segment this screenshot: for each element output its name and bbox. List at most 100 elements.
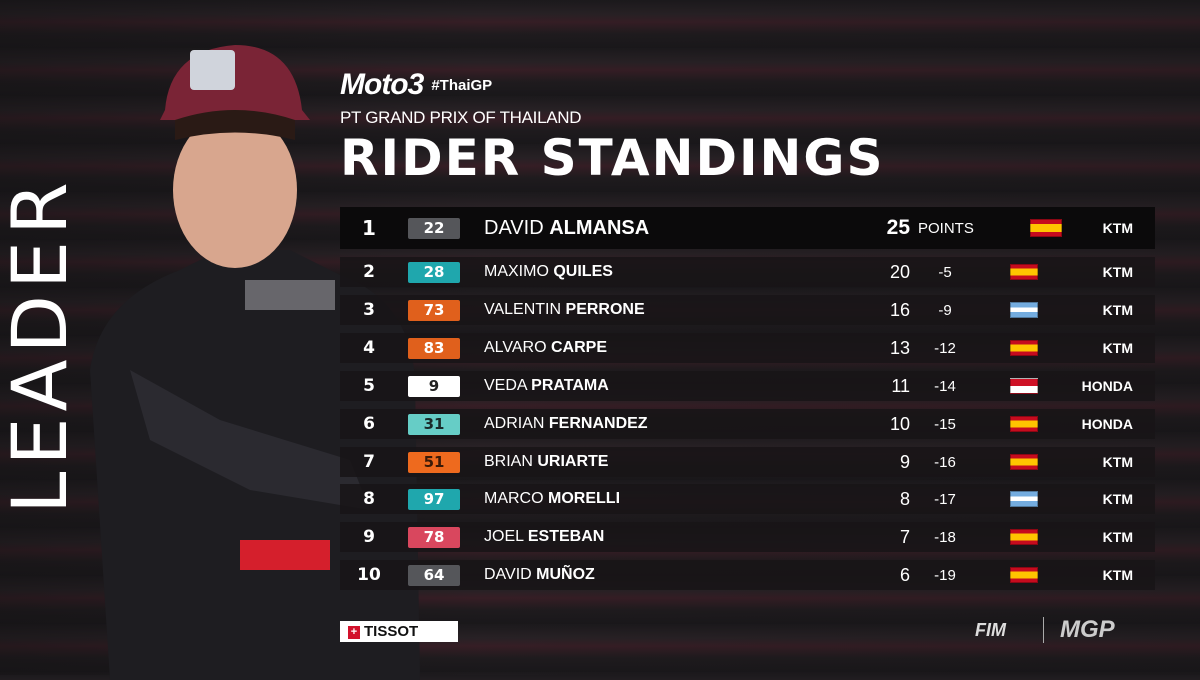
first-name: VEDA <box>484 377 527 394</box>
points-gap: -16 <box>934 453 956 471</box>
position: 3 <box>363 300 375 320</box>
team: HONDA <box>1081 416 1133 432</box>
team: KTM <box>1102 264 1133 280</box>
motogp-logo: MGP <box>1060 616 1115 643</box>
flag-icon <box>1010 529 1038 545</box>
team: KTM <box>1102 529 1133 545</box>
points-gap: -15 <box>934 415 956 433</box>
standings-row: 3 73 VALENTIN PERRONE 16 -9 KTM <box>340 295 1155 325</box>
rider-name: DAVID ALMANSA <box>484 217 814 240</box>
moto3-logo: Moto3 <box>340 68 424 101</box>
standings-row: 7 51 BRIAN URIARTE 9 -16 KTM <box>340 447 1155 477</box>
last-name: MORELLI <box>548 490 621 507</box>
rider-number-badge: 64 <box>408 564 460 586</box>
rider-number-badge: 22 <box>408 217 460 239</box>
points-gap: -19 <box>934 566 956 584</box>
last-name: QUILES <box>553 263 613 280</box>
points-gap: -17 <box>934 490 956 508</box>
team: KTM <box>1102 567 1133 583</box>
fim-logo: FIM <box>975 620 1006 640</box>
flag-icon <box>1010 378 1038 394</box>
points: 13 <box>889 337 910 358</box>
rider-number-badge: 78 <box>408 526 460 548</box>
points: 6 <box>899 564 910 585</box>
points-gap: -18 <box>934 528 956 546</box>
first-name: ALVARO <box>484 339 547 356</box>
flag-icon <box>1010 567 1038 583</box>
leader-label: LEADER <box>0 176 84 514</box>
rider-name: VEDA PRATAMA <box>484 377 814 395</box>
position: 6 <box>363 414 375 434</box>
points-gap: -9 <box>938 301 952 319</box>
flag-icon <box>1010 454 1038 470</box>
points-label: POINTS <box>918 219 974 237</box>
points: 25 <box>886 216 910 239</box>
last-name: PRATAMA <box>531 377 609 394</box>
standings-row: 6 31 ADRIAN FERNANDEZ 10 -15 HONDA <box>340 409 1155 439</box>
first-name: MAXIMO <box>484 263 549 280</box>
points: 20 <box>889 261 910 282</box>
last-name: ALMANSA <box>549 216 650 239</box>
hashtag: #ThaiGP <box>431 77 493 94</box>
points: 11 <box>891 375 910 396</box>
header: Moto3 #ThaiGP PT GRAND PRIX OF THAILAND R… <box>340 68 884 186</box>
flag-icon <box>1010 264 1038 280</box>
rider-number-badge: 9 <box>408 375 460 397</box>
standings-row: 2 28 MAXIMO QUILES 20 -5 KTM <box>340 257 1155 287</box>
sponsor-name: TISSOT <box>364 623 419 640</box>
first-name: BRIAN <box>484 453 533 470</box>
points-gap: -12 <box>934 339 956 357</box>
tissot-logo: + TISSOT <box>340 621 458 642</box>
rider-number-badge: 73 <box>408 299 460 321</box>
last-name: CARPE <box>551 339 608 356</box>
first-name: JOEL <box>484 528 524 545</box>
team: KTM <box>1102 340 1133 356</box>
rider-photo <box>90 45 420 680</box>
rider-number-badge: 28 <box>408 261 460 283</box>
last-name: ESTEBAN <box>527 528 605 545</box>
rider-name: MARCO MORELLI <box>484 490 814 508</box>
rider-number-badge: 51 <box>408 451 460 473</box>
divider <box>1043 617 1044 643</box>
rider-name: BRIAN URIARTE <box>484 453 814 471</box>
flag-icon <box>1010 416 1038 432</box>
team: KTM <box>1102 302 1133 318</box>
last-name: PERRONE <box>565 301 645 318</box>
standings-row: 4 83 ALVARO CARPE 13 -12 KTM <box>340 333 1155 363</box>
points-gap: -14 <box>934 377 956 395</box>
flag-icon <box>1010 491 1038 507</box>
position: 10 <box>357 565 381 585</box>
position: 2 <box>363 262 375 282</box>
points: 10 <box>889 413 910 434</box>
flag-icon <box>1010 340 1038 356</box>
position: 9 <box>363 527 375 547</box>
points: 16 <box>889 299 910 320</box>
last-name: FERNANDEZ <box>548 415 648 432</box>
standings-row: 10 64 DAVID MUÑOZ 6 -19 KTM <box>340 560 1155 590</box>
rider-name: ALVARO CARPE <box>484 339 814 357</box>
rider-number-badge: 97 <box>408 488 460 510</box>
first-name: ADRIAN <box>484 415 545 432</box>
standings-row-leader: 1 22 DAVID ALMANSA 25 POINTS KTM <box>340 207 1155 249</box>
standings-row: 8 97 MARCO MORELLI 8 -17 KTM <box>340 484 1155 514</box>
page-title: RIDER STANDINGS <box>340 129 885 187</box>
first-name: MARCO <box>484 490 544 507</box>
rider-number-badge: 83 <box>408 337 460 359</box>
points: 8 <box>899 488 910 509</box>
points-gap: -5 <box>938 263 952 281</box>
rider-number-badge: 31 <box>408 413 460 435</box>
rider-name: VALENTIN PERRONE <box>484 301 814 319</box>
position: 5 <box>363 376 375 396</box>
first-name: VALENTIN <box>484 301 562 318</box>
team: KTM <box>1102 454 1133 470</box>
standings-row: 5 9 VEDA PRATAMA 11 -14 HONDA <box>340 371 1155 401</box>
first-name: DAVID <box>484 566 532 583</box>
points: 7 <box>899 526 910 547</box>
team: HONDA <box>1081 378 1133 394</box>
flag-icon <box>1030 219 1062 237</box>
position: 4 <box>363 338 375 358</box>
flag-icon <box>1010 302 1038 318</box>
team: KTM <box>1102 220 1133 236</box>
points: 9 <box>899 451 910 472</box>
last-name: MUÑOZ <box>536 566 595 583</box>
